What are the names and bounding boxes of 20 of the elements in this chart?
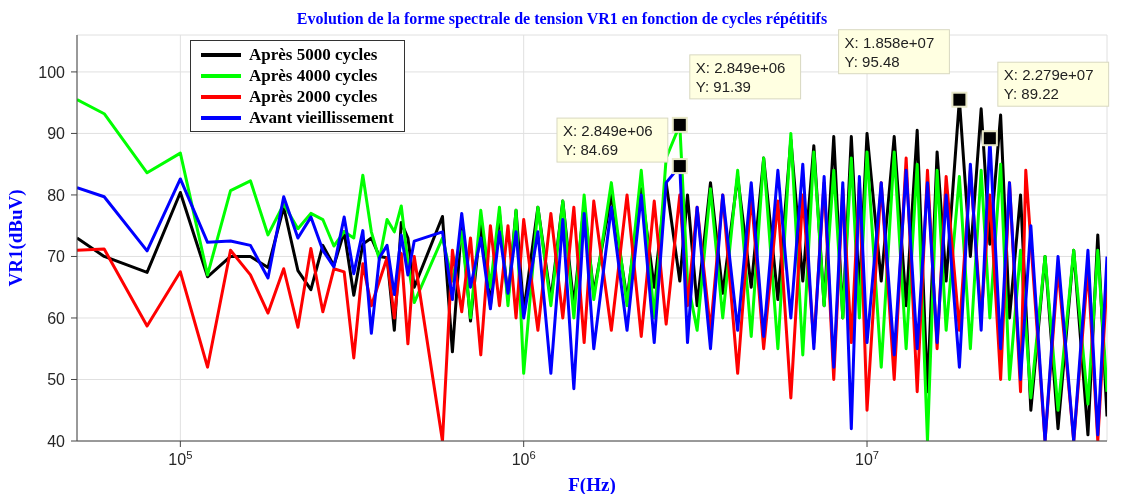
y-tick-label: 80 <box>47 186 66 204</box>
y-tick-label: 90 <box>47 125 66 143</box>
chart-title: Evolution de la forme spectrale de tension VR1 en fonction de cycles répétitifs <box>295 10 829 28</box>
annotation: X: 1.858e+07 Y: 95.48 <box>844 33 935 70</box>
y-tick-label: 100 <box>38 63 66 81</box>
legend-label: Après 2000 cycles <box>249 86 378 107</box>
legend-label: Avant vieillissement <box>249 107 394 128</box>
legend-label: Après 5000 cycles <box>249 44 378 65</box>
annotation: X: 2.849e+06 Y: 84.69 <box>563 122 653 159</box>
annotation: X: 2.849e+06 Y: 91.39 <box>695 58 786 95</box>
y-tick-label: 50 <box>47 371 66 389</box>
y-tick-label: 40 <box>47 433 66 450</box>
x-tick-label: 10$^{7}$ <box>855 449 880 468</box>
x-tick-label: 10$^{5}$ <box>168 449 193 468</box>
y-tick-label: 70 <box>47 248 66 266</box>
legend-label: Après 4000 cycles <box>249 65 378 86</box>
x-tick-label: 10$^{6}$ <box>511 449 536 468</box>
y-tick-label: 60 <box>47 309 66 327</box>
y-axis-title: VR1(dBuV) <box>4 189 27 287</box>
annotation: X: 2.279e+07 Y: 89.22 <box>1003 66 1094 103</box>
